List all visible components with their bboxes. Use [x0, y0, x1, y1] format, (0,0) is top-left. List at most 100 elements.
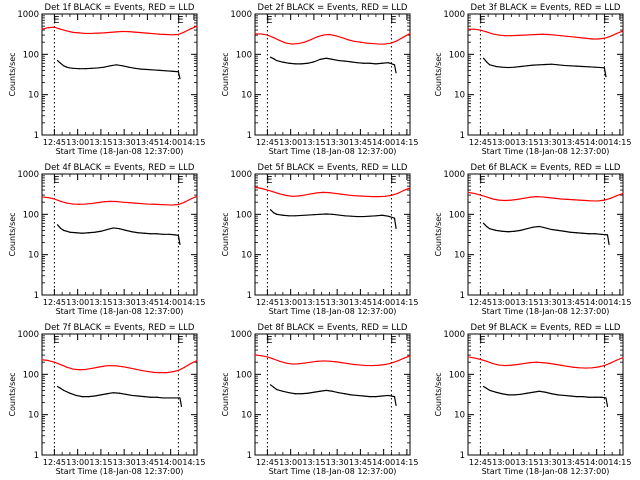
- data-point-lld: [53, 361, 56, 363]
- data-point-events: [532, 391, 534, 393]
- data-point-lld: [91, 367, 93, 370]
- event-marker-label: E: [603, 15, 609, 26]
- data-point-events: [179, 243, 181, 245]
- data-point-events: [344, 60, 346, 62]
- data-point-lld: [84, 32, 86, 35]
- data-point-events: [501, 66, 503, 68]
- data-point-events: [526, 228, 528, 230]
- data-point-events: [513, 230, 516, 232]
- data-point-events: [276, 59, 278, 62]
- y-tick-label: 100: [23, 210, 39, 220]
- x-tick-label: 12:45: [469, 458, 492, 467]
- x-tick-label: 13:45: [562, 138, 585, 147]
- data-point-lld: [372, 364, 374, 367]
- y-tick-label: 1: [460, 131, 465, 141]
- data-point-events: [594, 66, 596, 68]
- data-point-lld: [403, 189, 405, 192]
- y-axis-label: Counts/sec: [221, 52, 230, 96]
- data-point-events: [273, 58, 275, 60]
- data-point-events: [395, 227, 397, 229]
- data-point-events: [350, 215, 352, 217]
- data-point-lld: [378, 196, 380, 198]
- data-point-lld: [41, 28, 43, 30]
- plot-frame: [254, 13, 411, 136]
- detector-panel: Det 1f BLACK = Events, RED = LLD 1 10 100 10…: [8, 3, 205, 156]
- data-point-lld: [492, 362, 494, 365]
- data-point-events: [294, 393, 296, 395]
- data-point-events: [344, 215, 346, 217]
- data-point-lld: [177, 33, 179, 36]
- data-point-events: [507, 66, 509, 69]
- y-tick-label: 1: [460, 451, 465, 461]
- data-point-lld: [279, 39, 281, 42]
- data-point-lld: [473, 192, 475, 195]
- data-point-lld: [140, 202, 142, 205]
- data-point-lld: [603, 364, 606, 367]
- data-point-lld: [548, 33, 550, 36]
- data-point-lld: [610, 35, 612, 37]
- data-point-events: [489, 389, 491, 391]
- data-point-events: [60, 227, 62, 229]
- event-marker-label: E: [266, 335, 272, 346]
- y-tick-label: 100: [449, 50, 465, 60]
- data-point-lld: [84, 203, 86, 205]
- data-point-events: [344, 393, 346, 395]
- y-tick-label: 1: [34, 131, 39, 141]
- data-point-events: [356, 62, 358, 64]
- data-point-events: [159, 69, 161, 71]
- data-point-lld: [548, 362, 550, 364]
- data-point-lld: [479, 29, 481, 31]
- data-point-events: [526, 65, 528, 67]
- data-point-events: [125, 229, 127, 231]
- detector-panel: Det 5f BLACK = Events, RED = LLD 1 10 100 10…: [221, 163, 418, 316]
- event-marker-label: E: [53, 175, 59, 186]
- data-point-events: [177, 234, 179, 237]
- data-point-events: [495, 229, 497, 231]
- data-point-events: [569, 65, 571, 67]
- data-point-lld: [291, 43, 293, 45]
- data-point-events: [606, 405, 609, 408]
- data-point-events: [557, 229, 559, 231]
- series-line-lld: [254, 354, 411, 367]
- data-point-lld: [541, 33, 544, 35]
- event-marker-label: E: [390, 15, 396, 26]
- data-point-events: [288, 392, 290, 394]
- data-point-events: [381, 395, 383, 397]
- data-point-lld: [134, 31, 136, 33]
- y-axis-label: Counts/sec: [8, 52, 17, 96]
- data-point-events: [56, 59, 59, 62]
- data-point-lld: [171, 204, 173, 206]
- y-tick-label: 1: [247, 451, 252, 461]
- data-point-events: [356, 394, 358, 397]
- data-point-events: [273, 212, 275, 214]
- data-point-events: [276, 388, 278, 391]
- data-point-events: [375, 63, 377, 65]
- data-point-lld: [384, 363, 386, 366]
- data-point-events: [520, 229, 522, 231]
- x-tick-label: 13:45: [562, 458, 585, 467]
- x-tick-label: 14:15: [608, 298, 631, 307]
- x-tick-label: 13:30: [113, 458, 136, 467]
- data-point-lld: [335, 192, 337, 195]
- data-point-events: [362, 215, 365, 218]
- x-tick-label: 12:45: [469, 138, 492, 147]
- data-point-lld: [523, 34, 525, 36]
- x-tick-label: 13:15: [302, 458, 325, 467]
- data-point-events: [325, 57, 327, 59]
- series-line-lld: [255, 32, 411, 45]
- data-point-lld: [335, 361, 337, 363]
- x-tick-label: 13:15: [515, 458, 538, 467]
- detector-panel: Det 6f BLACK = Events, RED = LLD 1 10 100 10…: [434, 163, 631, 316]
- data-point-events: [588, 396, 590, 398]
- data-point-lld: [285, 42, 287, 44]
- x-tick-label: 13:30: [113, 298, 136, 307]
- data-point-events: [600, 66, 602, 69]
- data-point-events: [143, 232, 145, 234]
- data-point-events: [513, 394, 516, 396]
- data-point-lld: [529, 196, 531, 198]
- data-point-events: [168, 233, 170, 235]
- y-tick-label: 1: [34, 451, 39, 461]
- data-point-lld: [384, 195, 386, 197]
- data-point-events: [276, 213, 278, 215]
